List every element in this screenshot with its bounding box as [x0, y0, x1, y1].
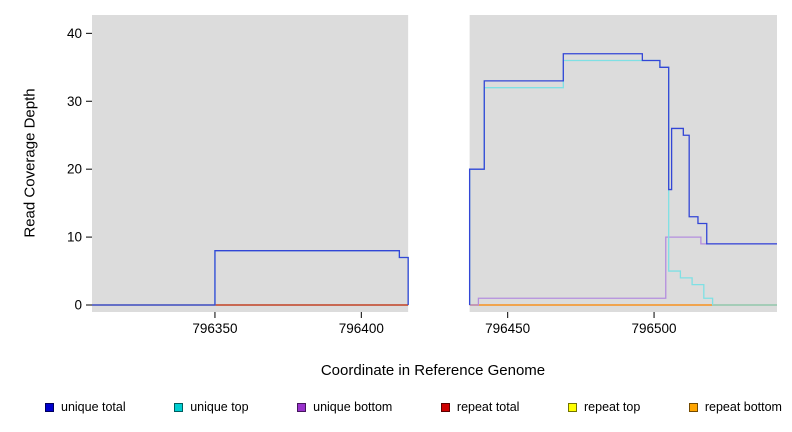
legend-label: unique top — [190, 400, 249, 414]
series-line-unique-bottom — [469, 236, 777, 306]
y-tick-label: 40 — [67, 26, 82, 41]
legend-swatch-repeat-top — [568, 402, 577, 412]
legend-item-unique-top: unique top — [174, 400, 249, 414]
legend-label: repeat total — [456, 400, 520, 414]
series-line-unique-total — [92, 250, 409, 306]
legend-item-repeat-total: repeat total — [440, 400, 520, 414]
x-tick-label: 796350 — [192, 321, 237, 336]
legend-label: repeat bottom — [704, 400, 782, 414]
x-tick-label: 796500 — [632, 321, 677, 336]
legend-swatch-unique-bottom — [297, 402, 307, 412]
legend-item-repeat-bottom: repeat bottom — [688, 400, 782, 414]
chart-legend: unique total unique top unique bottom repea… — [45, 400, 782, 414]
legend-swatch-repeat-total — [440, 402, 450, 412]
y-axis-label: Read Coverage Depth — [21, 88, 39, 238]
coverage-gap-region — [408, 15, 470, 312]
x-tick-label: 796400 — [339, 321, 384, 336]
legend-item-unique-bottom: unique bottom — [297, 400, 392, 414]
x-axis-label: Coordinate in Reference Genome — [320, 362, 546, 379]
legend-item-repeat-top: repeat top — [568, 400, 640, 414]
y-tick-label: 10 — [67, 230, 82, 245]
y-tick-label: 30 — [67, 94, 82, 109]
legend-label: unique total — [61, 400, 126, 414]
x-tick-label: 796450 — [485, 321, 530, 336]
legend-swatch-unique-total — [45, 402, 54, 412]
legend-swatch-repeat-bottom — [688, 402, 698, 412]
legend-swatch-unique-top — [174, 402, 184, 412]
legend-label: unique bottom — [313, 400, 393, 414]
series-line-unique-total — [468, 53, 777, 306]
legend-label: repeat top — [584, 400, 641, 414]
y-tick-label: 20 — [67, 162, 82, 177]
legend-item-unique-total: unique total — [45, 400, 126, 414]
y-tick-label: 0 — [74, 298, 82, 313]
